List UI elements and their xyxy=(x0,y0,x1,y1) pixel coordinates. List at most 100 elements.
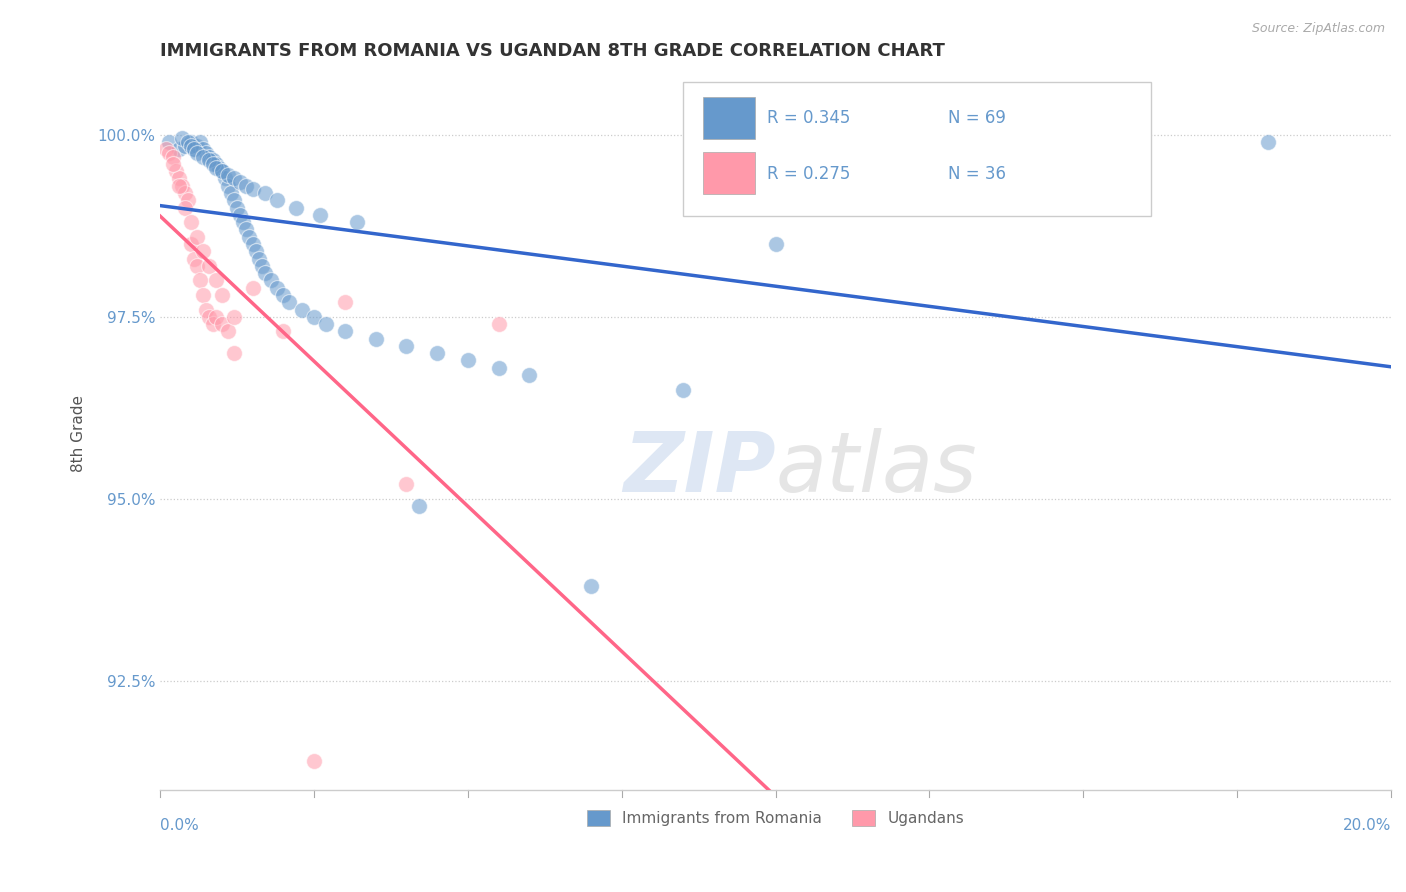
Point xyxy=(395,477,418,491)
Text: 20.0%: 20.0% xyxy=(1343,819,1391,833)
Point xyxy=(170,178,193,193)
Point xyxy=(217,168,239,182)
Point xyxy=(266,281,288,295)
Text: R = 0.275: R = 0.275 xyxy=(768,165,851,183)
Point xyxy=(183,142,205,156)
Point xyxy=(188,135,211,149)
Point xyxy=(222,171,245,186)
Point xyxy=(204,161,226,175)
Text: 0.0%: 0.0% xyxy=(160,819,200,833)
Point xyxy=(315,317,337,331)
Point xyxy=(235,222,257,236)
Point xyxy=(488,360,510,375)
Point xyxy=(253,266,276,280)
Point xyxy=(364,332,387,346)
Point xyxy=(180,237,202,252)
Point xyxy=(188,273,211,287)
Point xyxy=(167,142,190,156)
Point xyxy=(195,146,218,161)
Point xyxy=(488,317,510,331)
Point xyxy=(170,131,193,145)
Point xyxy=(211,164,233,178)
Point xyxy=(222,310,245,324)
Point xyxy=(204,157,226,171)
Point xyxy=(232,215,254,229)
Point xyxy=(519,368,541,382)
Point xyxy=(214,171,236,186)
Point xyxy=(284,201,307,215)
Point xyxy=(579,579,602,593)
Point xyxy=(271,288,294,302)
Point xyxy=(177,194,200,208)
Point xyxy=(165,164,187,178)
Point xyxy=(333,324,356,338)
Point xyxy=(222,346,245,360)
Point xyxy=(217,178,239,193)
Point xyxy=(1071,142,1094,156)
Point xyxy=(266,194,288,208)
Point xyxy=(242,281,264,295)
Point xyxy=(408,499,430,513)
Point xyxy=(201,153,224,168)
Point xyxy=(162,150,184,164)
Point xyxy=(155,142,177,156)
Point xyxy=(201,317,224,331)
Point xyxy=(260,273,283,287)
Point xyxy=(186,138,208,153)
Point xyxy=(333,295,356,310)
Point xyxy=(226,201,249,215)
Text: atlas: atlas xyxy=(776,428,977,509)
Text: N = 69: N = 69 xyxy=(948,109,1005,127)
Text: IMMIGRANTS FROM ROMANIA VS UGANDAN 8TH GRADE CORRELATION CHART: IMMIGRANTS FROM ROMANIA VS UGANDAN 8TH G… xyxy=(160,42,945,60)
Point xyxy=(193,288,215,302)
Point xyxy=(167,171,190,186)
Point xyxy=(198,310,221,324)
Point xyxy=(245,244,267,259)
Point xyxy=(346,215,368,229)
Point xyxy=(211,317,233,331)
Point xyxy=(426,346,449,360)
Point xyxy=(186,259,208,273)
Point xyxy=(180,215,202,229)
Point xyxy=(204,310,226,324)
Point xyxy=(186,146,208,161)
Point xyxy=(242,182,264,196)
Point xyxy=(229,175,252,189)
Point xyxy=(183,142,205,156)
Point xyxy=(242,237,264,252)
Point xyxy=(198,150,221,164)
Point xyxy=(177,135,200,149)
Point xyxy=(278,295,301,310)
Legend: Immigrants from Romania, Ugandans: Immigrants from Romania, Ugandans xyxy=(581,804,970,832)
Point xyxy=(302,754,325,768)
Text: N = 36: N = 36 xyxy=(948,165,1005,183)
Point xyxy=(180,135,202,149)
Point xyxy=(765,237,787,252)
Point xyxy=(173,186,195,200)
Point xyxy=(672,383,695,397)
Point xyxy=(198,153,221,168)
Point xyxy=(193,150,215,164)
Point xyxy=(173,138,195,153)
Point xyxy=(198,259,221,273)
Point xyxy=(238,229,260,244)
Point xyxy=(193,142,215,156)
Point xyxy=(222,194,245,208)
Point xyxy=(193,244,215,259)
Point xyxy=(183,252,205,266)
Point xyxy=(211,164,233,178)
Y-axis label: 8th Grade: 8th Grade xyxy=(72,395,86,472)
Text: R = 0.345: R = 0.345 xyxy=(768,109,851,127)
FancyBboxPatch shape xyxy=(703,96,755,138)
Point xyxy=(235,178,257,193)
Point xyxy=(250,259,273,273)
Text: Source: ZipAtlas.com: Source: ZipAtlas.com xyxy=(1251,22,1385,36)
FancyBboxPatch shape xyxy=(683,81,1152,216)
Point xyxy=(253,186,276,200)
Point xyxy=(302,310,325,324)
Point xyxy=(162,157,184,171)
Point xyxy=(173,201,195,215)
Point xyxy=(1257,135,1279,149)
Point xyxy=(208,161,231,175)
Point xyxy=(201,157,224,171)
